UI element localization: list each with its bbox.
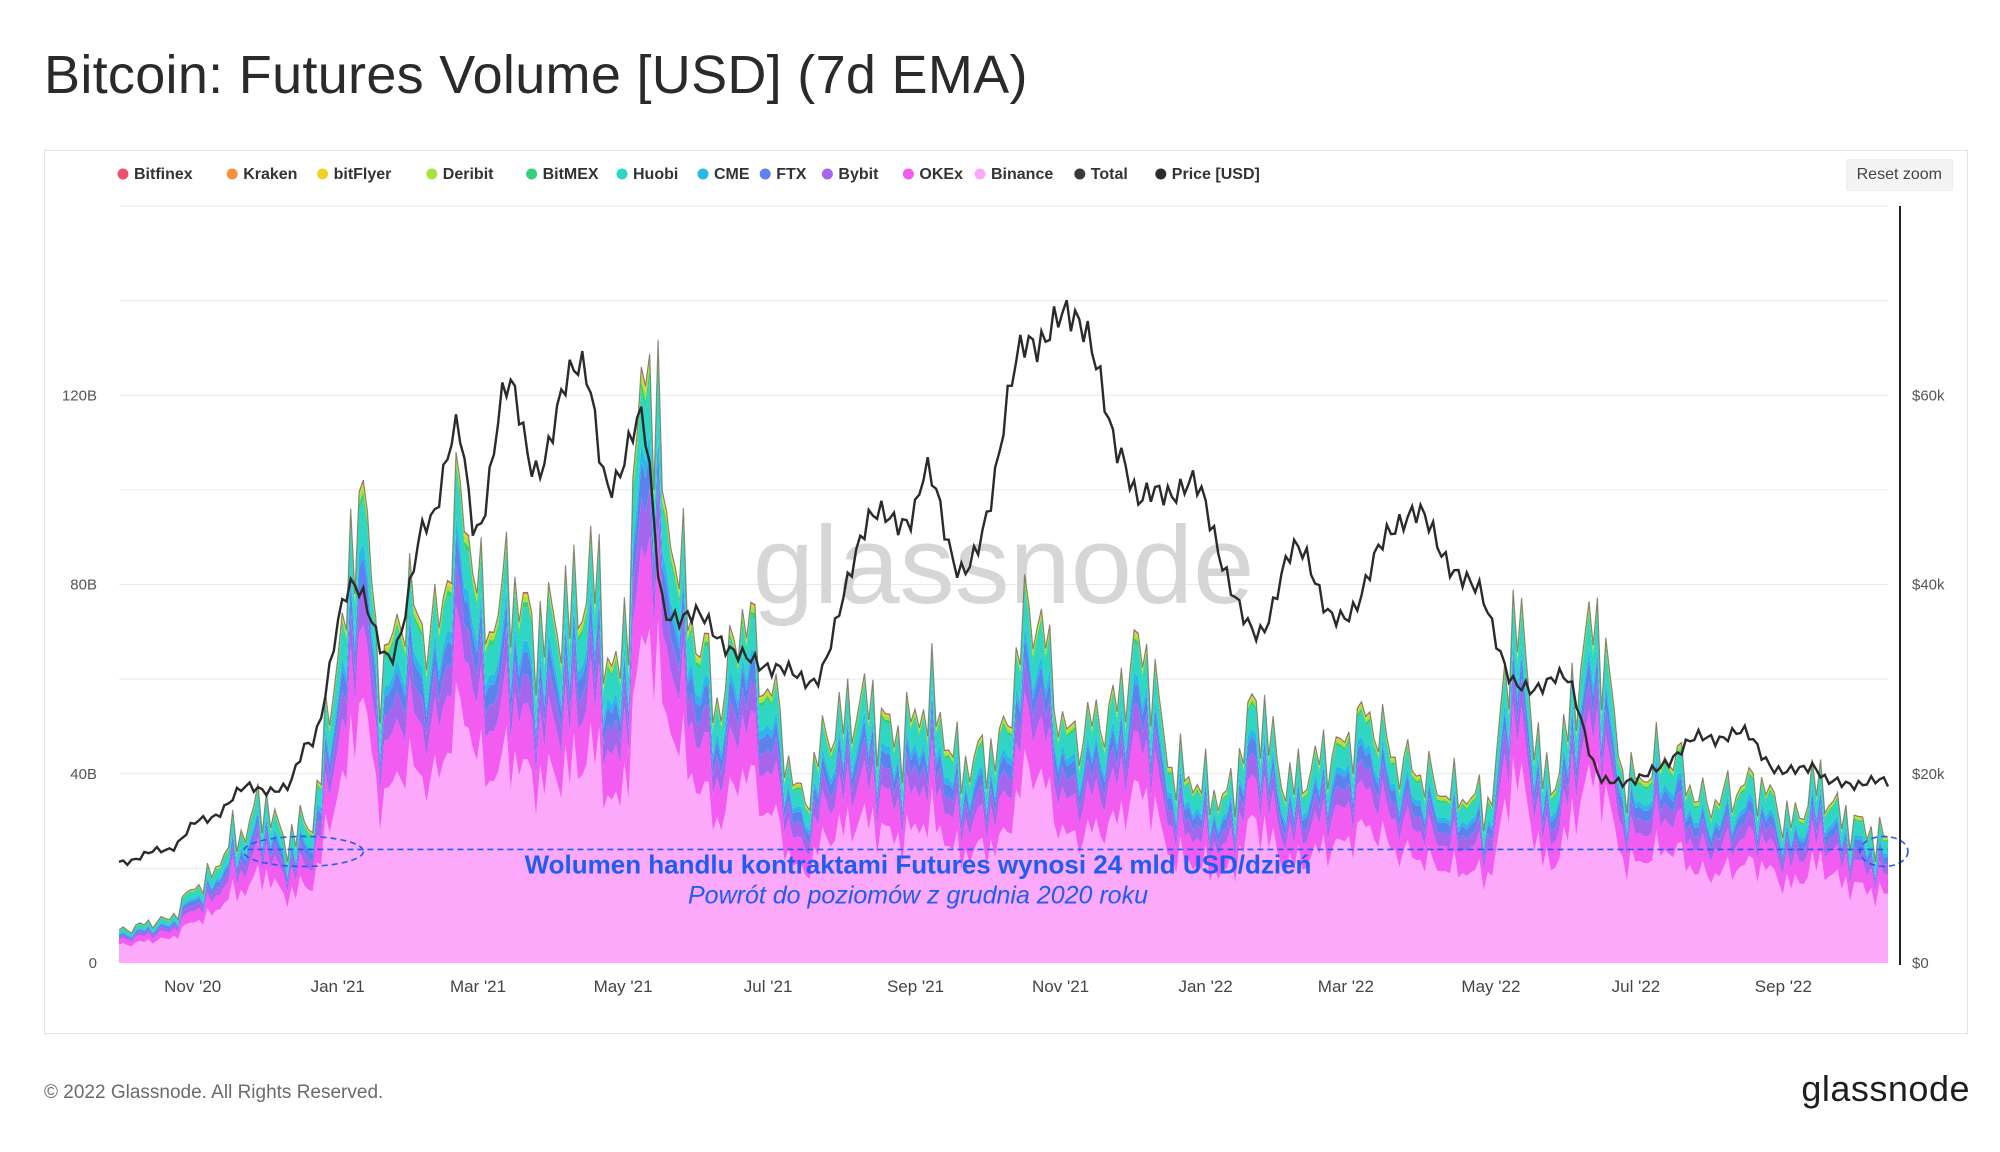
legend-marker xyxy=(317,168,329,180)
annotation-subtitle: Powrót do poziomów z grudnia 2020 roku xyxy=(688,881,1148,909)
annotation-title: Wolumen handlu kontraktami Futures wynos… xyxy=(525,849,1312,879)
legend-item-bitfinex[interactable]: Bitfinex xyxy=(117,166,193,183)
watermark-text: glassnode xyxy=(753,504,1255,627)
x-tick-label: Mar '22 xyxy=(1318,977,1374,996)
left-tick-label: 80B xyxy=(70,577,97,594)
right-tick-label: $20k xyxy=(1912,766,1945,783)
legend-item-bitmex[interactable]: BitMEX xyxy=(526,166,599,183)
left-tick-label: 0 xyxy=(89,955,97,972)
legend-marker xyxy=(974,168,986,180)
legend-label: Huobi xyxy=(633,166,678,183)
legend-marker xyxy=(821,168,833,180)
x-tick-label: Nov '20 xyxy=(164,977,221,996)
x-tick-label: May '22 xyxy=(1461,977,1520,996)
x-tick-label: Sep '22 xyxy=(1755,977,1812,996)
stacked-areas xyxy=(119,339,1888,963)
legend-item-price-usd-[interactable]: Price [USD] xyxy=(1155,166,1260,183)
legend-item-binance[interactable]: Binance xyxy=(974,166,1054,183)
legend-marker xyxy=(697,168,709,180)
legend-label: Price [USD] xyxy=(1172,166,1260,183)
legend-marker xyxy=(526,168,538,180)
right-axis: $0 $20k $40k $60k xyxy=(1912,387,1945,972)
legend-item-total[interactable]: Total xyxy=(1074,166,1128,183)
legend-label: Total xyxy=(1091,166,1128,183)
legend-item-kraken[interactable]: Kraken xyxy=(226,166,298,183)
legend-label: BitMEX xyxy=(543,166,599,183)
legend-item-deribit[interactable]: Deribit xyxy=(426,166,494,183)
legend-marker xyxy=(117,168,129,180)
legend-label: Kraken xyxy=(243,166,297,183)
legend-item-huobi[interactable]: Huobi xyxy=(616,166,679,183)
annotation-ellipse-left xyxy=(242,835,365,868)
legend-label: FTX xyxy=(776,166,807,183)
reset-zoom-button[interactable]: Reset zoom xyxy=(1845,159,1953,191)
legend-item-bitflyer[interactable]: bitFlyer xyxy=(317,166,391,183)
x-tick-label: Jul '22 xyxy=(1612,977,1661,996)
legend-marker xyxy=(759,168,771,180)
chart-container: glassnode Wolumen handlu kontraktami Futu… xyxy=(44,150,1968,1034)
legend-marker xyxy=(226,168,238,180)
left-tick-label: 40B xyxy=(70,766,97,783)
legend-label: Deribit xyxy=(443,166,494,183)
area-binance xyxy=(119,620,1888,963)
x-axis: Nov '20 Jan '21 Mar '21 May '21 Jul '21 Sep '… xyxy=(164,977,1812,996)
legend-label: Bitfinex xyxy=(134,166,193,183)
copyright-text: © 2022 Glassnode. All Rights Reserved. xyxy=(44,1082,384,1103)
futures-volume-chart: glassnode Wolumen handlu kontraktami Futu… xyxy=(62,166,1945,996)
legend-label: OKEx xyxy=(919,166,963,183)
legend: Bitfinex Kraken bitFlyer Deribit BitMEX Huobi… xyxy=(117,166,1260,183)
x-tick-label: Jan '22 xyxy=(1178,977,1232,996)
legend-label: CME xyxy=(714,166,750,183)
legend-item-cme[interactable]: CME xyxy=(697,166,750,183)
right-tick-label: $60k xyxy=(1912,387,1945,404)
legend-label: Bybit xyxy=(838,166,879,183)
page-title: Bitcoin: Futures Volume [USD] (7d EMA) xyxy=(44,45,1028,105)
legend-marker xyxy=(902,168,914,180)
left-axis: 0 40B 80B 120B xyxy=(62,387,97,972)
x-tick-label: May '21 xyxy=(594,977,653,996)
x-tick-label: Nov '21 xyxy=(1032,977,1089,996)
area-okex xyxy=(119,526,1888,947)
legend-label: bitFlyer xyxy=(334,166,392,183)
legend-item-ftx[interactable]: FTX xyxy=(759,166,807,183)
right-tick-label: $0 xyxy=(1912,955,1929,972)
annotation-ellipse-right xyxy=(1859,835,1909,868)
legend-item-bybit[interactable]: Bybit xyxy=(821,166,879,183)
price-line xyxy=(118,299,1890,867)
legend-marker xyxy=(426,168,438,180)
left-tick-label: 120B xyxy=(62,387,97,404)
glassnode-logo: glassnode xyxy=(1801,1068,1970,1109)
legend-marker xyxy=(1074,168,1086,180)
legend-marker xyxy=(616,168,628,180)
x-tick-label: Jul '21 xyxy=(744,977,793,996)
legend-label: Binance xyxy=(991,166,1053,183)
total-line xyxy=(118,339,1889,934)
legend-marker xyxy=(1155,168,1167,180)
right-tick-label: $40k xyxy=(1912,577,1945,594)
x-tick-label: Jan '21 xyxy=(311,977,365,996)
x-tick-label: Mar '21 xyxy=(450,977,506,996)
legend-item-okex[interactable]: OKEx xyxy=(902,166,963,183)
x-tick-label: Sep '21 xyxy=(887,977,944,996)
